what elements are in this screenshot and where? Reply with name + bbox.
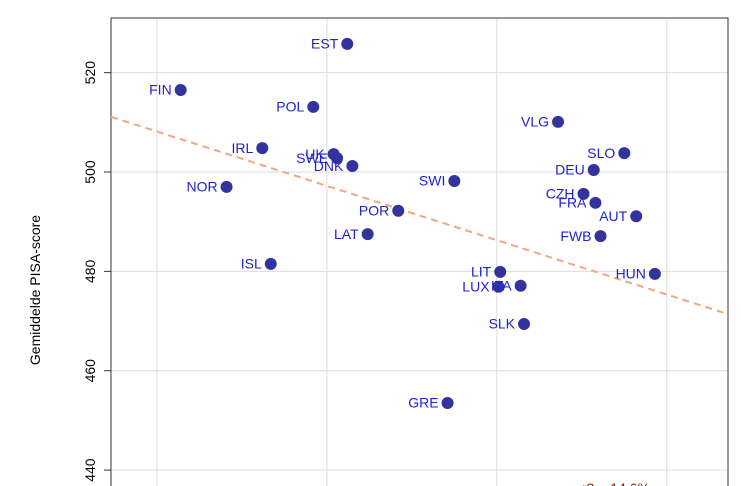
- point: [618, 147, 631, 160]
- point-label: DEU: [555, 162, 585, 178]
- point-label: DNK: [314, 158, 344, 174]
- point-label: FRA: [558, 195, 587, 211]
- point: [552, 115, 565, 128]
- point-label: SWE: [296, 150, 328, 166]
- point-label: FIN: [149, 82, 172, 98]
- y-tick-label: 500: [82, 160, 98, 184]
- point-label: AUT: [599, 208, 627, 224]
- point-label: IRL: [231, 140, 253, 156]
- point-label: LIT: [471, 264, 492, 280]
- point: [256, 142, 269, 155]
- point: [392, 204, 405, 217]
- y-tick-label: 520: [82, 61, 98, 85]
- point: [594, 230, 607, 243]
- point-label: ITA: [491, 277, 512, 293]
- point: [587, 164, 600, 177]
- point: [494, 265, 507, 278]
- plot-frame: [110, 17, 729, 486]
- point-label: EST: [311, 36, 339, 52]
- point-label: ISL: [241, 256, 262, 272]
- y-tick-label: 460: [82, 359, 98, 383]
- annotation: r2 = 14.6%: [582, 480, 650, 486]
- point-label: UK: [305, 146, 325, 162]
- point-label: LAT: [334, 226, 359, 242]
- point-label: POL: [276, 99, 304, 115]
- point: [441, 397, 454, 410]
- point: [174, 84, 187, 97]
- y-tick-label: 440: [82, 458, 98, 482]
- point: [648, 267, 661, 280]
- point: [518, 318, 531, 331]
- point: [492, 280, 505, 293]
- y-tick-label: 480: [82, 259, 98, 283]
- point: [307, 100, 320, 113]
- point-label: SWI: [419, 173, 445, 189]
- point-label: HUN: [616, 266, 646, 282]
- y-axis-title: Gemiddelde PISA-score: [27, 215, 43, 365]
- point: [331, 152, 344, 165]
- point: [361, 228, 374, 241]
- point-label: NOR: [186, 179, 217, 195]
- point-label: VLG: [521, 114, 549, 130]
- point: [589, 196, 602, 209]
- point-label: CZH: [546, 186, 575, 202]
- point: [514, 279, 527, 292]
- point-label: FWB: [560, 228, 591, 244]
- point: [341, 37, 354, 50]
- point: [577, 187, 590, 200]
- point-label: SLO: [587, 145, 615, 161]
- point: [264, 257, 277, 270]
- point: [346, 160, 359, 173]
- point: [220, 180, 233, 193]
- point-label: SLK: [489, 316, 516, 332]
- point: [630, 210, 643, 223]
- point-label: POR: [359, 202, 389, 218]
- point-label: LUX: [462, 278, 490, 294]
- point: [448, 174, 461, 187]
- point-label: GRE: [408, 395, 438, 411]
